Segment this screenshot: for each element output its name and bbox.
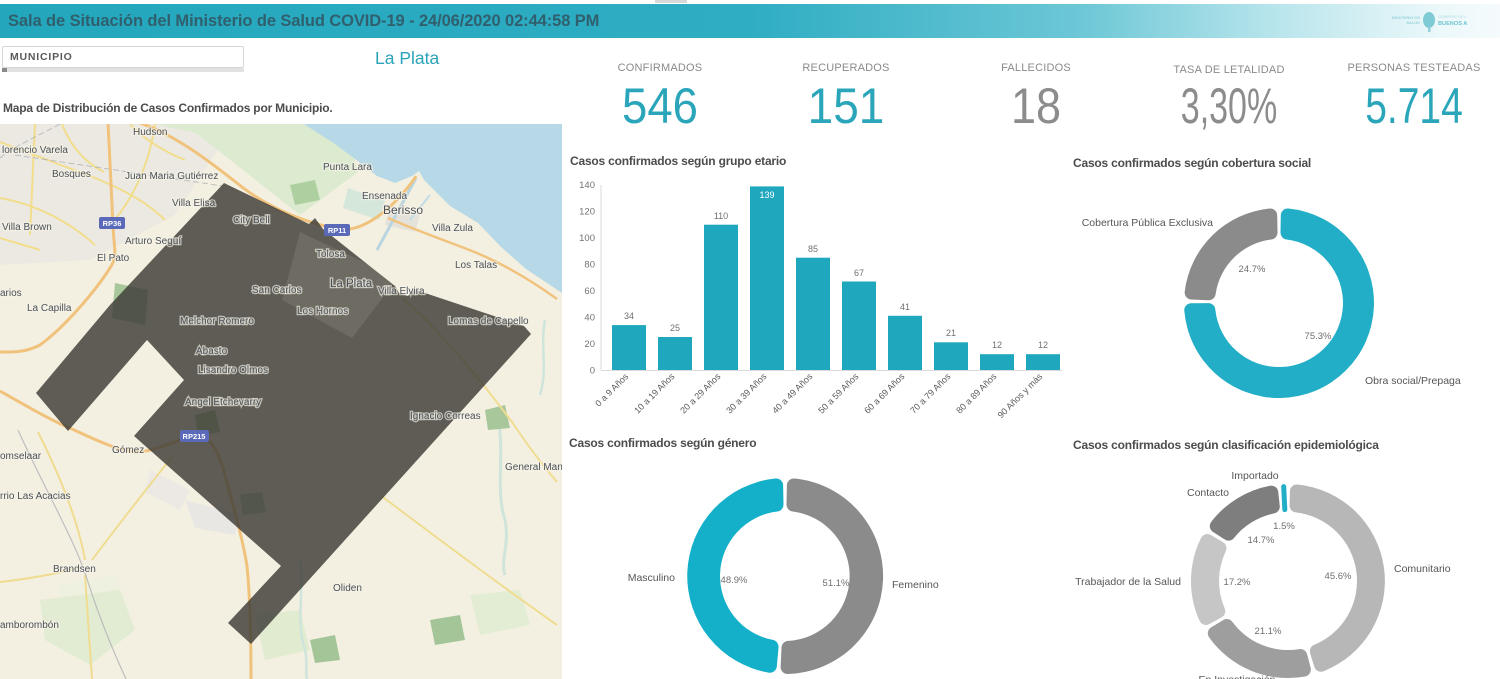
svg-text:Ignacio Correas: Ignacio Correas [410,411,481,422]
svg-text:80: 80 [584,260,595,271]
svg-text:San Carlos: San Carlos [252,285,301,296]
svg-text:40 a 49 Años: 40 a 49 Años [770,371,815,416]
svg-text:Trabajador de la Salud: Trabajador de la Salud [1075,576,1181,588]
svg-text:17.2%: 17.2% [1224,577,1251,588]
svg-text:139: 139 [759,190,774,200]
svg-text:60: 60 [584,286,595,297]
svg-text:40: 40 [584,313,595,324]
svg-text:Angel Etchevarry: Angel Etchevarry [185,397,261,408]
svg-text:120: 120 [579,207,595,218]
svg-text:Lomas de Capello: Lomas de Capello [448,316,529,327]
svg-text:Femenino: Femenino [892,579,939,591]
svg-text:Bosques: Bosques [52,169,91,180]
svg-text:Gómez: Gómez [112,445,144,456]
svg-text:60 a 69 Años: 60 a 69 Años [862,371,907,416]
svg-text:25: 25 [670,323,680,333]
svg-text:80 a 89 Años: 80 a 89 Años [954,371,999,416]
svg-text:BUENOS AIRES: BUENOS AIRES [1438,21,1467,27]
svg-text:MINISTERIO DE: MINISTERIO DE [1392,15,1420,20]
svg-text:amborombón: amborombón [0,620,59,631]
svg-text:omselaar: omselaar [0,451,42,462]
svg-text:Arturo Seguí: Arturo Seguí [125,236,181,247]
svg-text:0: 0 [590,366,595,377]
svg-text:12: 12 [1038,340,1048,350]
svg-text:10 a 19 Años: 10 a 19 Años [632,371,677,416]
svg-text:Masculino: Masculino [628,572,675,584]
svg-text:Berisso: Berisso [383,203,423,217]
svg-text:Cobertura Pública Exclusiva: Cobertura Pública Exclusiva [1082,217,1213,229]
svg-text:45.6%: 45.6% [1325,571,1352,582]
svg-text:Punta Lara: Punta Lara [323,162,372,173]
svg-text:100: 100 [579,233,595,244]
svg-text:90 Años y más: 90 Años y más [996,371,1045,420]
svg-text:GOBIERNO DE LA PROVINCIA: GOBIERNO DE LA PROVINCIA [1438,15,1467,19]
svg-text:Villa Elvira: Villa Elvira [378,286,425,297]
svg-text:arios: arios [0,288,22,299]
svg-text:La Plata: La Plata [330,278,373,290]
svg-text:51.1%: 51.1% [823,578,850,589]
svg-text:75.3%: 75.3% [1305,331,1332,342]
svg-text:Importado: Importado [1231,470,1278,482]
svg-text:12: 12 [992,340,1002,350]
svg-text:El Pato: El Pato [97,253,130,264]
svg-text:Oliden: Oliden [333,583,362,594]
svg-text:RP11: RP11 [328,226,346,235]
svg-text:67: 67 [854,268,864,278]
svg-text:Melchor Romero: Melchor Romero [180,316,254,327]
svg-text:Tolosa: Tolosa [316,249,345,260]
svg-text:24.7%: 24.7% [1239,264,1266,275]
svg-text:La Capilla: La Capilla [27,303,72,314]
svg-text:85: 85 [808,244,818,254]
svg-text:140: 140 [579,180,595,191]
svg-text:Comunitario: Comunitario [1394,563,1451,575]
svg-text:Ensenada: Ensenada [362,191,407,202]
svg-text:City Bell: City Bell [233,215,270,226]
svg-text:En Investigación: En Investigación [1198,674,1275,679]
svg-text:41: 41 [900,302,910,312]
svg-text:0 a 9 Años: 0 a 9 Años [593,371,631,409]
svg-text:Contacto: Contacto [1187,487,1229,499]
svg-text:Los Hornos: Los Hornos [297,306,348,317]
svg-text:110: 110 [714,211,728,221]
svg-text:RP215: RP215 [183,432,206,441]
svg-text:14.7%: 14.7% [1248,535,1275,546]
svg-text:Villa Brown: Villa Brown [2,222,52,233]
svg-text:30 a 39 Años: 30 a 39 Años [724,371,769,416]
svg-text:Villa Elisa: Villa Elisa [172,198,216,209]
svg-text:Obra social/Prepaga: Obra social/Prepaga [1365,375,1461,387]
svg-text:General Man: General Man [505,462,562,473]
svg-text:20: 20 [584,339,595,350]
svg-text:21.1%: 21.1% [1255,626,1282,637]
svg-text:20 a 29 Años: 20 a 29 Años [678,371,723,416]
svg-text:lorencio Varela: lorencio Varela [2,145,68,156]
svg-text:Brandsen: Brandsen [53,564,96,575]
svg-text:Abasto: Abasto [196,346,228,357]
svg-text:48.9%: 48.9% [721,575,748,586]
svg-text:Hudson: Hudson [133,127,167,138]
svg-text:Villa Zula: Villa Zula [432,223,473,234]
svg-text:RP36: RP36 [103,219,122,228]
svg-text:rrio Las Acacias: rrio Las Acacias [0,491,71,502]
svg-text:1.5%: 1.5% [1273,521,1295,532]
svg-text:Juan Maria Gutiérrez: Juan Maria Gutiérrez [125,171,218,182]
svg-text:21: 21 [946,328,956,338]
svg-text:Lisandro Olmos: Lisandro Olmos [198,365,268,376]
svg-text:Los Talas: Los Talas [455,260,497,271]
svg-text:SALUD: SALUD [1406,20,1420,25]
svg-text:70 a 79 Años: 70 a 79 Años [908,371,953,416]
svg-text:34: 34 [624,311,634,321]
svg-text:50 a 59 Años: 50 a 59 Años [816,371,861,416]
